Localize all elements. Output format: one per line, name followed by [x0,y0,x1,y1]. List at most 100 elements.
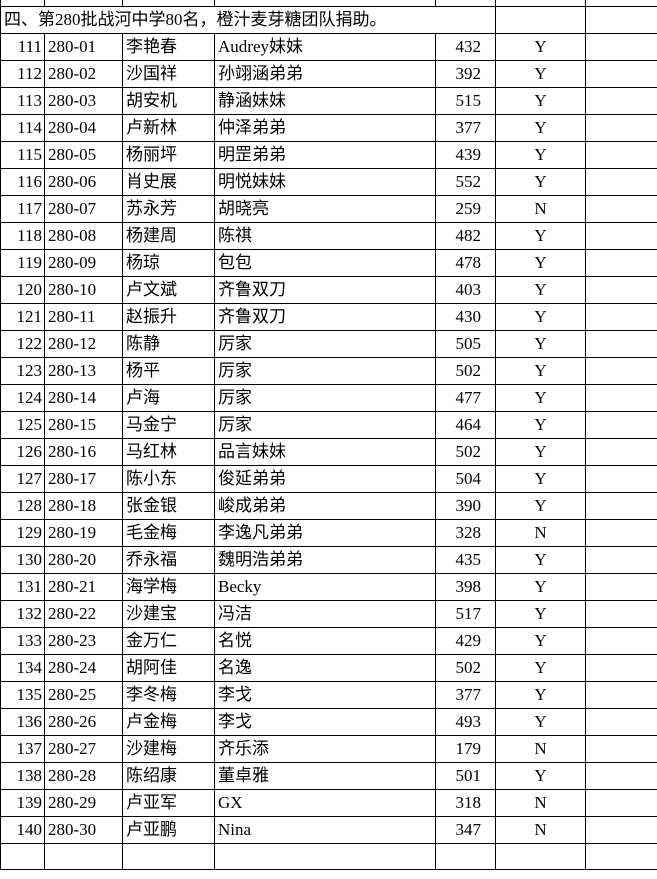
score: 501 [435,762,496,790]
empty-cell [585,195,657,223]
student-code: 280-06 [44,168,123,196]
row-number: 118 [0,222,45,250]
row-number: 135 [0,681,45,709]
student-code: 280-16 [44,438,123,466]
table-row: 137 280-27 沙建梅 齐乐添 179 N [0,735,657,763]
status-flag: N [495,816,586,844]
status-flag: Y [495,573,586,601]
sponsor-name: 齐鲁双刀 [214,303,436,331]
row-number: 128 [0,492,45,520]
student-code: 280-23 [44,627,123,655]
student-code: 280-27 [44,735,123,763]
empty-cell [585,465,657,493]
score: 390 [435,492,496,520]
row-number: 111 [0,33,45,61]
student-name: 肖史展 [122,168,215,196]
student-name: 陈静 [122,330,215,358]
sponsor-name: 厉家 [214,384,436,412]
student-name: 卢亚鹏 [122,816,215,844]
table-row: 111 280-01 李艳春 Audrey妹妹 432 Y [0,33,657,61]
score: 432 [435,33,496,61]
row-number: 119 [0,249,45,277]
status-flag: Y [495,168,586,196]
empty-cell [585,654,657,682]
empty-cell [585,249,657,277]
student-name: 卢新林 [122,114,215,142]
empty-cell [585,411,657,439]
row-number: 131 [0,573,45,601]
row-number: 137 [0,735,45,763]
status-flag: Y [495,627,586,655]
sponsor-name: Nina [214,816,436,844]
student-name: 乔永福 [122,546,215,574]
table-row: 116 280-06 肖史展 明悦妹妹 552 Y [0,168,657,196]
row-number: 138 [0,762,45,790]
sponsor-name: 仲泽弟弟 [214,114,436,142]
status-flag: Y [495,87,586,115]
table-row: 135 280-25 李冬梅 李戈 377 Y [0,681,657,709]
row-number: 113 [0,87,45,115]
student-code: 280-17 [44,465,123,493]
empty-cell [585,303,657,331]
row-number: 115 [0,141,45,169]
status-flag: Y [495,222,586,250]
table-row: 115 280-05 杨丽坪 明罡弟弟 439 Y [0,141,657,169]
sponsor-name: GX [214,789,436,817]
score: 502 [435,438,496,466]
score: 517 [435,600,496,628]
empty-cell [585,87,657,115]
student-name: 胡阿佳 [122,654,215,682]
row-number: 139 [0,789,45,817]
empty-cell [585,492,657,520]
empty-cell [585,816,657,844]
table-row: 122 280-12 陈静 厉家 505 Y [0,330,657,358]
empty-cell [585,168,657,196]
empty-cell [585,708,657,736]
student-name: 杨丽坪 [122,141,215,169]
empty-cell [585,600,657,628]
sponsor-name: 李戈 [214,708,436,736]
table-row: 114 280-04 卢新林 仲泽弟弟 377 Y [0,114,657,142]
sponsor-name: 名逸 [214,654,436,682]
table-row: 124 280-14 卢海 厉家 477 Y [0,384,657,412]
sponsor-name: 齐乐添 [214,735,436,763]
score: 392 [435,60,496,88]
status-flag: Y [495,330,586,358]
row-number: 121 [0,303,45,331]
row-number: 123 [0,357,45,385]
row-number: 122 [0,330,45,358]
student-name: 张金银 [122,492,215,520]
table-row: 134 280-24 胡阿佳 名逸 502 Y [0,654,657,682]
sponsor-name: 魏明浩弟弟 [214,546,436,574]
table-row: 118 280-08 杨建周 陈祺 482 Y [0,222,657,250]
student-code: 280-26 [44,708,123,736]
status-flag: Y [495,708,586,736]
row-number: 133 [0,627,45,655]
student-name: 杨平 [122,357,215,385]
row-number: 126 [0,438,45,466]
empty-cell [585,573,657,601]
score: 504 [435,465,496,493]
student-name: 毛金梅 [122,519,215,547]
empty-cell [585,33,657,61]
student-name: 卢金梅 [122,708,215,736]
empty-cell [585,735,657,763]
score: 318 [435,789,496,817]
sponsor-name: 厉家 [214,357,436,385]
status-flag: Y [495,33,586,61]
row-number: 140 [0,816,45,844]
student-name: 陈绍康 [122,762,215,790]
status-flag: Y [495,303,586,331]
student-name: 苏永芳 [122,195,215,223]
table-row: 126 280-16 马红林 品言妹妹 502 Y [0,438,657,466]
score: 477 [435,384,496,412]
status-flag: N [495,735,586,763]
student-code: 280-22 [44,600,123,628]
table-row: 120 280-10 卢文斌 齐鲁双刀 403 Y [0,276,657,304]
empty-cell [585,789,657,817]
table-row: 129 280-19 毛金梅 李逸凡弟弟 328 N [0,519,657,547]
student-code: 280-12 [44,330,123,358]
table-row: 127 280-17 陈小东 俊延弟弟 504 Y [0,465,657,493]
score: 502 [435,654,496,682]
